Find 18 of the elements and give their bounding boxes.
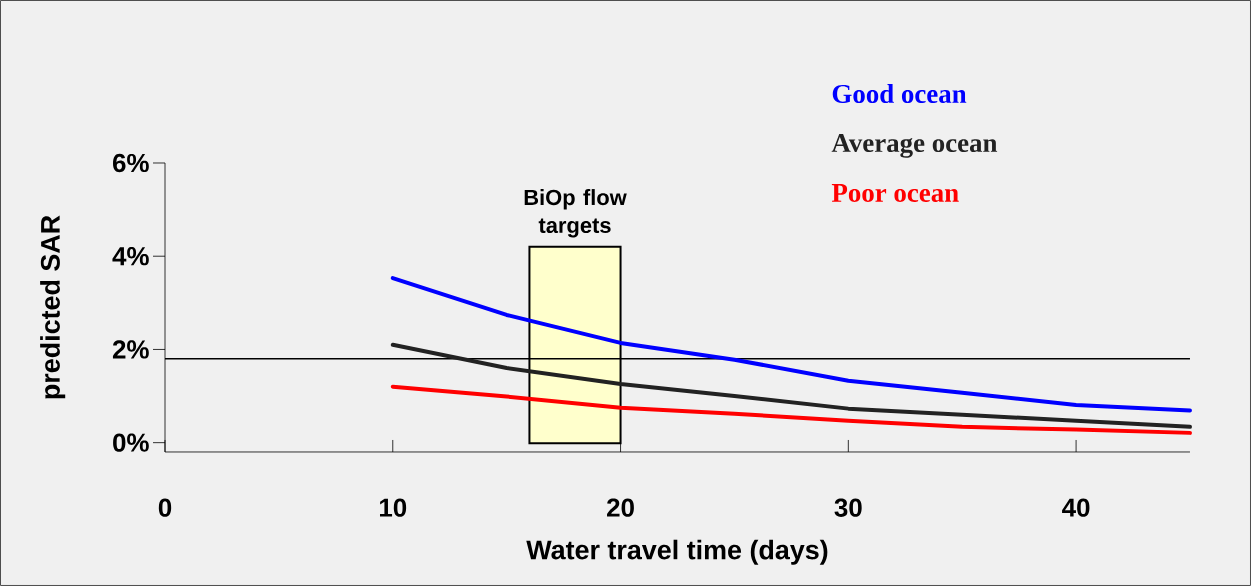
line-series [390,384,1192,435]
x-tick-label: 40 [1062,498,1090,517]
line-series [390,276,1192,413]
band-label: BiOp flow targets [524,189,627,238]
y-tick-label: 4% [112,247,149,266]
x-tick-label: 30 [834,498,862,517]
text: Poor ocean [831,184,959,202]
x-tick-label: 20 [607,498,634,517]
y-axis-title: predicted SAR [40,215,66,399]
line-series [390,342,1192,429]
x-tick-label: 0 [158,498,172,517]
text: Average ocean [831,134,998,158]
text: Good ocean [832,84,967,104]
x-axis-title: Water travel time (days) [526,539,828,565]
y-tick-label: 0% [113,433,149,452]
y-tick-label: 6% [113,153,149,173]
x-tick-label: 10 [380,498,407,517]
y-tick-label: 2% [112,340,149,359]
